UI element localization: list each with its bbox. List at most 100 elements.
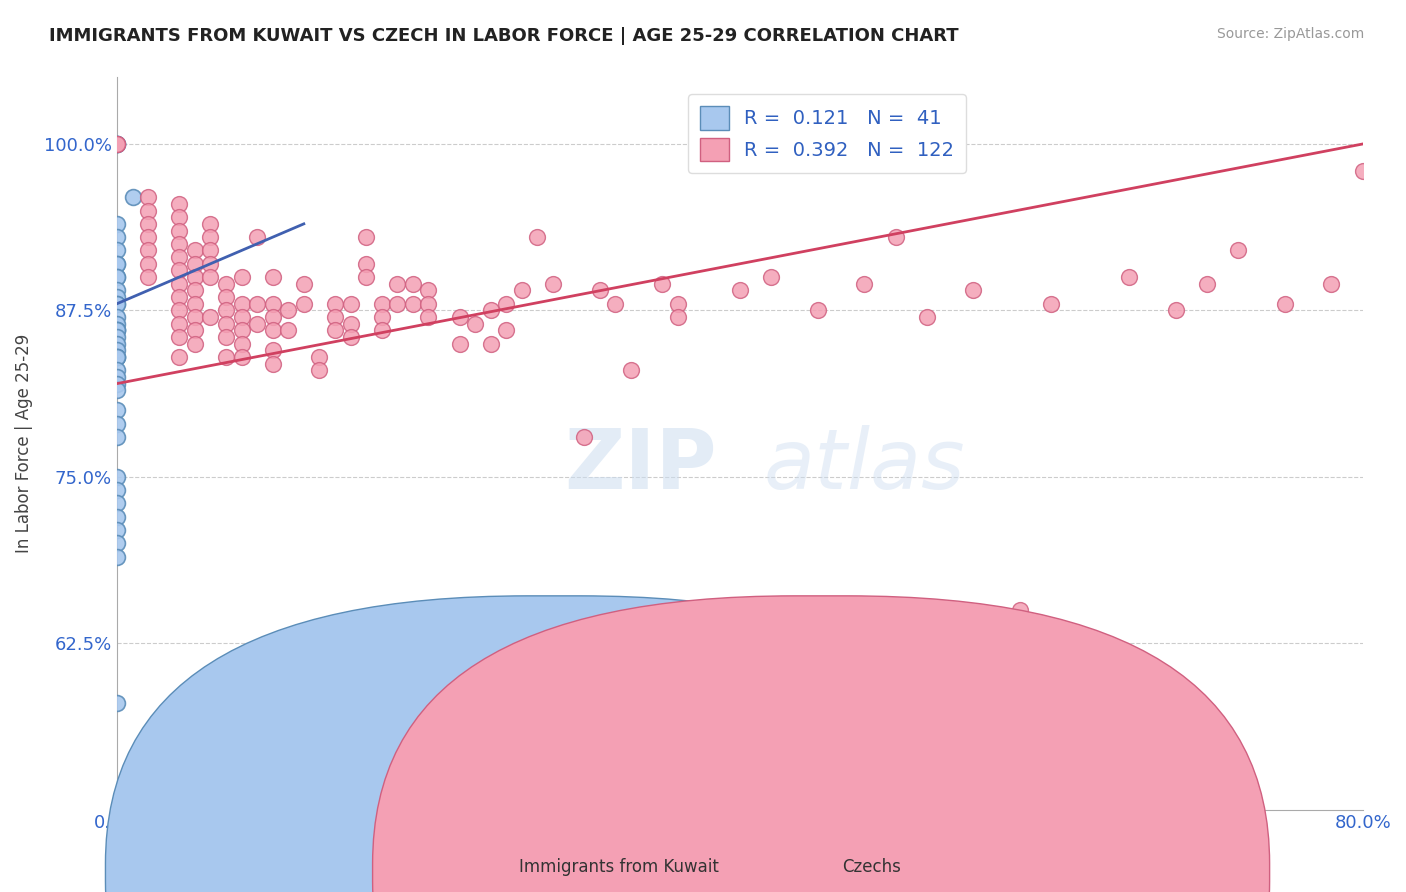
Point bbox=[136, 230, 159, 244]
Point bbox=[354, 257, 377, 271]
Point bbox=[105, 270, 128, 285]
Text: atlas: atlas bbox=[763, 425, 965, 506]
Point bbox=[215, 350, 238, 364]
Point bbox=[184, 244, 207, 258]
Point bbox=[105, 136, 128, 151]
Point bbox=[184, 323, 207, 337]
Point bbox=[292, 277, 315, 291]
Point bbox=[339, 317, 361, 331]
Text: ZIP: ZIP bbox=[564, 425, 717, 506]
Point bbox=[105, 257, 128, 271]
Point bbox=[915, 310, 938, 324]
Point bbox=[105, 376, 128, 391]
Point bbox=[167, 223, 190, 237]
Point bbox=[1010, 603, 1032, 617]
Point bbox=[449, 310, 471, 324]
Point bbox=[184, 284, 207, 298]
Point bbox=[167, 197, 190, 211]
Point bbox=[387, 296, 409, 310]
Point bbox=[262, 310, 284, 324]
Text: Immigrants from Kuwait: Immigrants from Kuwait bbox=[519, 858, 718, 876]
Point bbox=[105, 363, 128, 377]
Point bbox=[495, 296, 517, 310]
Point bbox=[387, 277, 409, 291]
Point bbox=[231, 323, 253, 337]
Point bbox=[105, 296, 128, 310]
Point bbox=[105, 136, 128, 151]
Point bbox=[464, 317, 486, 331]
Point bbox=[167, 263, 190, 277]
Point bbox=[105, 230, 128, 244]
Point bbox=[167, 250, 190, 264]
Point bbox=[105, 136, 128, 151]
Point bbox=[105, 350, 128, 364]
Point bbox=[105, 136, 128, 151]
Point bbox=[136, 270, 159, 285]
Point bbox=[105, 696, 128, 710]
Point bbox=[354, 270, 377, 285]
Point bbox=[449, 336, 471, 351]
Point bbox=[105, 549, 128, 564]
Point bbox=[479, 303, 502, 318]
Point bbox=[105, 469, 128, 483]
Point bbox=[308, 363, 330, 377]
Text: Source: ZipAtlas.com: Source: ZipAtlas.com bbox=[1216, 27, 1364, 41]
Point bbox=[354, 230, 377, 244]
Point bbox=[136, 190, 159, 204]
Point bbox=[479, 336, 502, 351]
Point bbox=[262, 296, 284, 310]
Point bbox=[292, 296, 315, 310]
Point bbox=[308, 350, 330, 364]
Point bbox=[510, 284, 533, 298]
Point bbox=[495, 323, 517, 337]
Point bbox=[167, 350, 190, 364]
Point bbox=[105, 323, 128, 337]
Point bbox=[418, 296, 440, 310]
Point bbox=[105, 509, 128, 524]
Point bbox=[105, 136, 128, 151]
Point bbox=[105, 284, 128, 298]
Point bbox=[246, 230, 269, 244]
Point bbox=[105, 323, 128, 337]
Point bbox=[1195, 277, 1218, 291]
Point bbox=[246, 317, 269, 331]
Point bbox=[1118, 270, 1140, 285]
Point bbox=[572, 430, 595, 444]
Point bbox=[1274, 296, 1296, 310]
Point bbox=[105, 136, 128, 151]
Point bbox=[215, 330, 238, 344]
Point bbox=[184, 310, 207, 324]
Point bbox=[231, 270, 253, 285]
Point bbox=[105, 244, 128, 258]
Point bbox=[370, 323, 392, 337]
Point bbox=[370, 310, 392, 324]
Point bbox=[200, 270, 222, 285]
Point bbox=[759, 270, 782, 285]
Point bbox=[136, 244, 159, 258]
Point bbox=[105, 403, 128, 417]
Point bbox=[605, 296, 627, 310]
Point bbox=[666, 296, 689, 310]
Point bbox=[262, 270, 284, 285]
Point bbox=[589, 284, 612, 298]
Text: IMMIGRANTS FROM KUWAIT VS CZECH IN LABOR FORCE | AGE 25-29 CORRELATION CHART: IMMIGRANTS FROM KUWAIT VS CZECH IN LABOR… bbox=[49, 27, 959, 45]
Point bbox=[167, 330, 190, 344]
Point bbox=[105, 343, 128, 358]
Point bbox=[105, 323, 128, 337]
Point bbox=[200, 257, 222, 271]
Point bbox=[853, 277, 876, 291]
Point bbox=[884, 230, 907, 244]
Legend: R =  0.121   N =  41, R =  0.392   N =  122: R = 0.121 N = 41, R = 0.392 N = 122 bbox=[688, 95, 966, 173]
Point bbox=[105, 296, 128, 310]
Point bbox=[1227, 244, 1250, 258]
Point bbox=[105, 523, 128, 537]
Point bbox=[277, 303, 299, 318]
Point bbox=[370, 296, 392, 310]
Point bbox=[231, 336, 253, 351]
Point bbox=[105, 257, 128, 271]
Point bbox=[215, 290, 238, 304]
Point bbox=[105, 330, 128, 344]
Point bbox=[962, 284, 984, 298]
Point bbox=[184, 296, 207, 310]
Point bbox=[200, 217, 222, 231]
